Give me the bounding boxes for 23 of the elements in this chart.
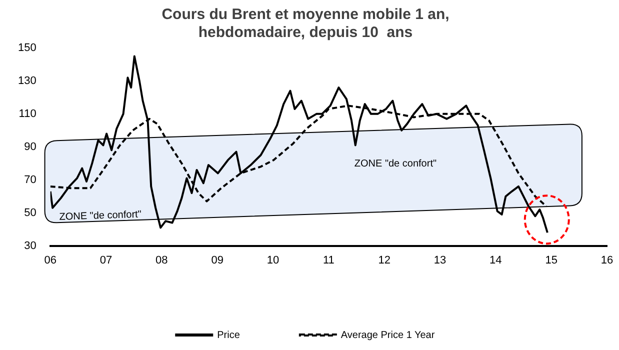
x-tick-label: 06 <box>44 254 56 266</box>
x-tick-label: 13 <box>434 254 446 266</box>
y-tick-label: 130 <box>18 75 36 87</box>
x-tick-label: 07 <box>100 254 112 266</box>
x-tick-label: 10 <box>266 254 280 266</box>
y-tick-label: 50 <box>24 206 36 219</box>
legend-label: Average Price 1 Year <box>340 330 436 341</box>
x-tick-label: 15 <box>545 254 558 266</box>
x-tick-label: 16 <box>600 254 614 266</box>
legend-label: Price <box>217 330 240 341</box>
y-tick-label: 150 <box>18 42 36 54</box>
y-tick-label: 30 <box>24 240 36 252</box>
annotation: ZONE "de confort" <box>59 209 142 223</box>
x-tick-label: 12 <box>378 254 390 266</box>
chart-title: Cours du Brent et moyenne mobile 1 an, hebdomadaire, depuis 10 ans <box>162 6 450 42</box>
y-tick-label: 90 <box>24 140 36 153</box>
y-tick-label: 110 <box>18 108 36 120</box>
y-tick-label: 70 <box>24 174 36 186</box>
x-tick-label: 08 <box>156 254 168 266</box>
x-tick-label: 14 <box>490 254 502 266</box>
x-tick-label: 09 <box>211 254 224 266</box>
x-tick-label: 11 <box>322 254 334 266</box>
annotation: ZONE "de confort" <box>354 158 437 170</box>
